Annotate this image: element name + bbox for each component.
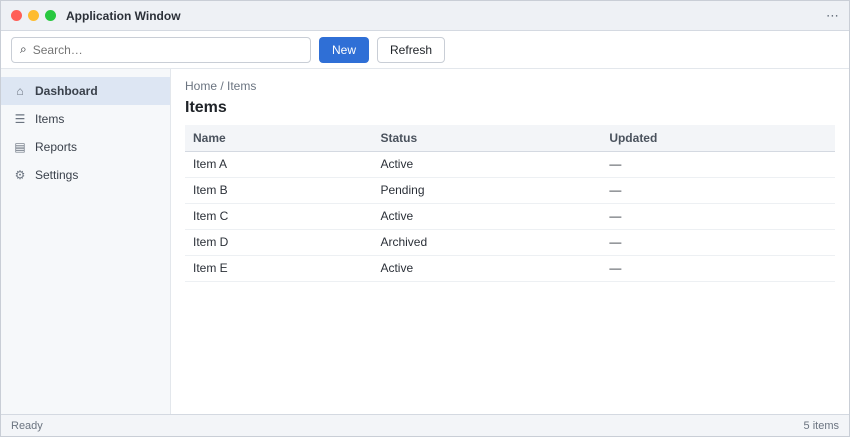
search-input[interactable]: [32, 42, 302, 57]
toolbar: ⌕ New Refresh: [1, 31, 849, 69]
table-row[interactable]: Item E Active —: [185, 255, 835, 282]
table-row[interactable]: Item C Active —: [185, 203, 835, 230]
refresh-button[interactable]: Refresh: [377, 36, 446, 63]
column-header[interactable]: Updated: [601, 125, 835, 152]
table-cell: Archived: [372, 229, 602, 256]
gear-icon: ⚙: [14, 168, 26, 182]
sidebar-item-label: Settings: [35, 168, 79, 182]
item-count: 5 items: [803, 419, 839, 432]
home-icon: ⌂: [16, 84, 24, 98]
maximize-window-button[interactable]: [45, 10, 56, 21]
status-text: Ready: [11, 419, 43, 432]
table-cell: —: [601, 203, 835, 230]
content-area: ⌂ Dashboard ☰ Items ▤ Reports ⚙ Settings…: [1, 69, 849, 414]
title-bar: Application Window ⋯: [1, 1, 849, 31]
app-title: Application Window: [66, 8, 181, 23]
table-cell: Item C: [185, 203, 373, 230]
close-window-button[interactable]: [11, 10, 22, 21]
table-cell: —: [601, 229, 835, 256]
chart-icon: ▤: [14, 140, 26, 154]
table-cell: —: [601, 177, 835, 204]
table-cell: —: [601, 255, 835, 282]
more-icon[interactable]: ⋯: [826, 7, 839, 23]
table-row[interactable]: Item D Archived —: [185, 229, 835, 256]
sidebar-item-reports[interactable]: ▤ Reports: [1, 133, 170, 161]
table-cell: Item B: [185, 177, 373, 204]
new-button[interactable]: New: [319, 36, 370, 63]
table-header-row: Name Status Updated: [185, 125, 835, 152]
table-cell: Active: [372, 151, 602, 178]
sidebar-item-items[interactable]: ☰ Items: [1, 105, 170, 133]
table-cell: Active: [372, 203, 602, 230]
page-title: Items: [185, 99, 227, 116]
table-row[interactable]: Item B Pending —: [185, 177, 835, 204]
sidebar-item-dashboard[interactable]: ⌂ Dashboard: [1, 77, 170, 105]
breadcrumb: Home / Items: [185, 79, 257, 93]
search-box[interactable]: ⌕: [11, 36, 311, 63]
sidebar-item-label: Dashboard: [35, 84, 98, 98]
minimize-window-button[interactable]: [28, 10, 39, 21]
table-cell: Item D: [185, 229, 373, 256]
sidebar: ⌂ Dashboard ☰ Items ▤ Reports ⚙ Settings: [1, 69, 171, 414]
list-icon: ☰: [14, 112, 26, 126]
table-cell: —: [601, 151, 835, 178]
column-header[interactable]: Status: [372, 125, 602, 152]
main-panel: Home / Items Items Name Status Updated I…: [171, 69, 849, 414]
search-icon: ⌕: [20, 42, 27, 56]
window-controls: [11, 10, 56, 21]
sidebar-item-settings[interactable]: ⚙ Settings: [1, 161, 170, 189]
column-header[interactable]: Name: [185, 125, 373, 152]
sidebar-item-label: Reports: [35, 140, 78, 154]
table-cell: Active: [372, 255, 602, 282]
table-cell: Item E: [185, 255, 373, 282]
table-cell: Item A: [185, 151, 373, 178]
table-row[interactable]: Item A Active —: [185, 151, 835, 178]
sidebar-item-label: Items: [35, 112, 65, 126]
status-bar: Ready 5 items: [1, 414, 849, 436]
table-cell: Pending: [372, 177, 602, 204]
data-table: Name Status Updated Item A Active — Item…: [185, 125, 835, 282]
